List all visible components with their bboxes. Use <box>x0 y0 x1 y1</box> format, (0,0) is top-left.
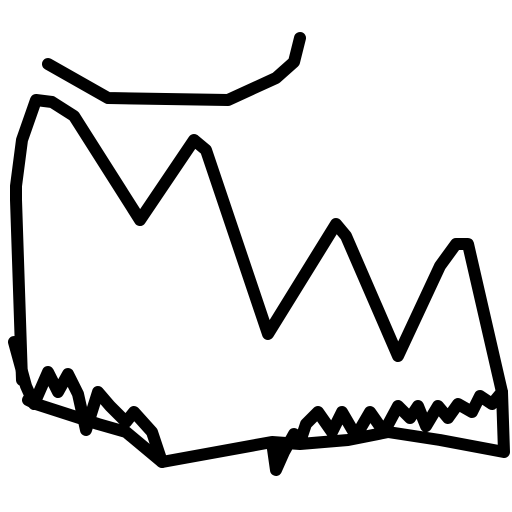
left-base-stroke <box>22 394 168 468</box>
bottom-zigzag-stroke <box>8 336 510 476</box>
top-arc-stroke <box>42 32 306 106</box>
crown-outline-stroke <box>10 94 508 398</box>
